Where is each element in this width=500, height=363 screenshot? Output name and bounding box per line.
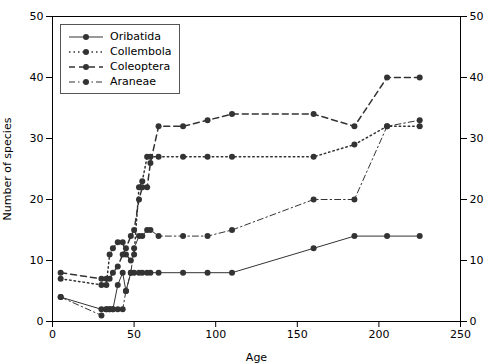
svg-text:50: 50 — [470, 10, 484, 23]
svg-text:0: 0 — [49, 328, 56, 341]
svg-text:Number of species: Number of species — [1, 117, 14, 220]
html-text:Collembola: Collembola — [110, 45, 172, 58]
svg-text:100: 100 — [205, 328, 226, 341]
svg-text:10: 10 — [30, 254, 44, 267]
svg-text:50: 50 — [30, 10, 44, 23]
svg-text:30: 30 — [30, 132, 44, 145]
svg-text:200: 200 — [368, 328, 389, 341]
svg-text:40: 40 — [30, 71, 44, 84]
svg-text:50: 50 — [127, 328, 141, 341]
html-text:Araneae: Araneae — [110, 75, 156, 88]
svg-text:Age: Age — [246, 351, 268, 363]
svg-text:20: 20 — [470, 193, 484, 206]
svg-text:30: 30 — [470, 132, 484, 145]
html-text:Oribatida: Oribatida — [110, 30, 162, 43]
svg-text:150: 150 — [287, 328, 308, 341]
svg-text:0: 0 — [37, 315, 44, 328]
svg-text:40: 40 — [470, 71, 484, 84]
svg-text:10: 10 — [470, 254, 484, 267]
html-text:Coleoptera: Coleoptera — [110, 60, 171, 73]
svg-text:250: 250 — [450, 328, 471, 341]
svg-text:0: 0 — [470, 315, 477, 328]
svg-text:20: 20 — [30, 193, 44, 206]
